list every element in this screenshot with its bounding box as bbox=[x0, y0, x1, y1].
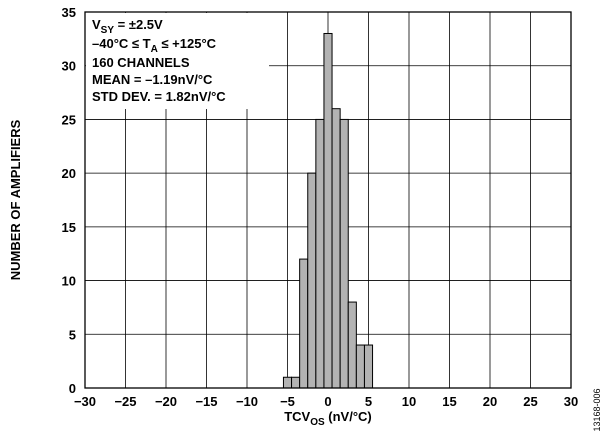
anno-2-subscript: A bbox=[151, 44, 158, 55]
anno-1-rest: = ±2.5V bbox=[114, 17, 163, 32]
y-tick-label: 35 bbox=[62, 5, 76, 20]
x-tick-label: −30 bbox=[74, 394, 96, 409]
histogram-bar bbox=[282, 376, 293, 389]
annotation-supply-voltage: VSY = ±2.5V bbox=[92, 17, 163, 36]
y-tick-label: 0 bbox=[69, 381, 76, 396]
histogram-bar bbox=[339, 118, 349, 389]
anno-2-main: –40°C ≤ T bbox=[92, 36, 151, 51]
y-tick-label: 20 bbox=[62, 166, 76, 181]
x-tick-label: −15 bbox=[195, 394, 217, 409]
y-tick-label: 10 bbox=[62, 274, 76, 289]
histogram-bar bbox=[315, 118, 325, 389]
annotation-block: VSY = ±2.5V –40°C ≤ TA ≤ +125°C 160 CHAN… bbox=[92, 17, 226, 104]
histogram-bar bbox=[307, 172, 317, 389]
anno-1-subscript: SY bbox=[101, 25, 115, 36]
y-tick-label: 15 bbox=[62, 220, 76, 235]
x-axis-title: TCVOS (nV/°C) bbox=[284, 409, 372, 428]
x-tick-label: 25 bbox=[523, 394, 537, 409]
histogram-bars bbox=[282, 32, 374, 389]
annotation-temperature-range: –40°C ≤ TA ≤ +125°C bbox=[92, 36, 217, 55]
x-tick-label: 0 bbox=[324, 394, 331, 409]
x-tick-label: 10 bbox=[402, 394, 416, 409]
histogram-bar bbox=[291, 376, 301, 389]
x-axis-title-subscript: OS bbox=[310, 417, 325, 428]
x-tick-labels: −30 −25 −20 −15 −10 −5 0 5 10 15 20 25 30 bbox=[74, 394, 578, 409]
annotation-std-dev: STD DEV. = 1.82nV/°C bbox=[92, 89, 226, 104]
histogram-bar bbox=[323, 32, 333, 389]
y-tick-label: 5 bbox=[69, 327, 76, 342]
histogram-bar bbox=[299, 258, 309, 389]
histogram-bar bbox=[355, 344, 365, 389]
plot-frame bbox=[84, 11, 572, 389]
y-tick-labels: 0 5 10 15 20 25 30 35 bbox=[62, 5, 76, 396]
y-tick-label: 25 bbox=[62, 112, 76, 127]
anno-2-rest: ≤ +125°C bbox=[158, 36, 217, 51]
y-axis-title: NUMBER OF AMPLIFIERS bbox=[8, 119, 23, 280]
annotation-box-background bbox=[86, 13, 269, 109]
histogram-bar bbox=[363, 344, 374, 389]
x-tick-label: −10 bbox=[236, 394, 258, 409]
annotation-channels: 160 CHANNELS bbox=[92, 55, 190, 70]
x-tick-label: −20 bbox=[155, 394, 177, 409]
x-tick-label: −25 bbox=[114, 394, 136, 409]
x-axis-title-suffix: (nV/°C) bbox=[325, 409, 372, 424]
x-axis-title-main: TCV bbox=[284, 409, 310, 424]
anno-1-main: V bbox=[92, 17, 101, 32]
x-tick-label: 30 bbox=[564, 394, 578, 409]
x-tick-label: 15 bbox=[442, 394, 456, 409]
histogram-bar bbox=[331, 108, 341, 389]
histogram-bar bbox=[347, 301, 357, 389]
x-tick-label: −5 bbox=[280, 394, 295, 409]
y-tick-label: 30 bbox=[62, 59, 76, 74]
figure-id: 13168-006 bbox=[592, 388, 602, 431]
annotation-mean: MEAN = –1.19nV/°C bbox=[92, 72, 213, 87]
x-tick-label: 5 bbox=[365, 394, 372, 409]
x-tick-label: 20 bbox=[483, 394, 497, 409]
